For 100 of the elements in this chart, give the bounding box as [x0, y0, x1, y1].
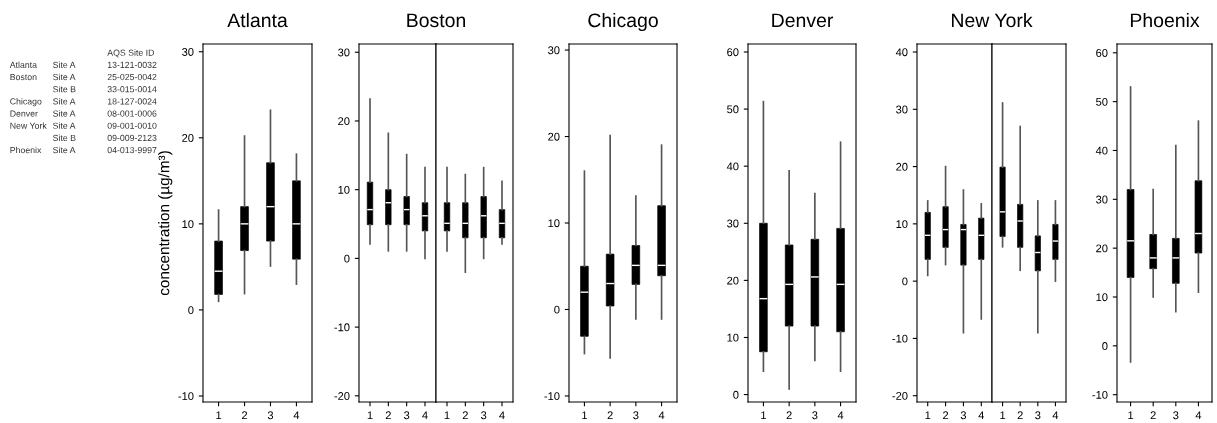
category-label: New York	[10, 122, 47, 129]
x-tick-label: 3	[633, 411, 639, 420]
y-tick-label: 0	[1102, 342, 1108, 350]
y-tick-label: 20	[182, 134, 194, 142]
x-tick-label: 3	[404, 411, 410, 420]
chart-title: Phoenix	[1130, 12, 1200, 28]
chart-title: Atlanta	[227, 12, 288, 28]
x-tick-label: 2	[462, 411, 468, 420]
x-tick-label: 4	[293, 411, 300, 420]
x-tick-label: 4	[1195, 411, 1202, 420]
x-tick-label: 3	[960, 411, 967, 420]
y-tick-label: -20	[892, 391, 908, 400]
y-tick-label: 30	[338, 48, 350, 57]
x-tick-label: 4	[658, 411, 665, 420]
x-tick-label: 1	[582, 411, 587, 420]
x-tick-label: 2	[241, 411, 248, 420]
category-label: Denver	[10, 110, 38, 117]
y-tick-label: 30	[727, 219, 739, 228]
y-tick-label: -10	[1092, 390, 1108, 399]
x-tick-label: 2	[943, 411, 949, 420]
x-tick-label: 1	[444, 411, 450, 420]
y-tick-label: 20	[1096, 244, 1108, 253]
y-tick-label: 10	[727, 333, 739, 342]
x-tick-label: 1	[1000, 411, 1006, 420]
text: AQS Site ID	[107, 49, 154, 58]
y-tick-label: 20	[896, 162, 908, 171]
x-tick-label: 4	[978, 411, 985, 420]
x-tick-label: 3	[812, 411, 818, 420]
y-tick-label: 30	[548, 46, 560, 55]
y-tick-label: 20	[338, 117, 350, 126]
y-tick-label: 30	[182, 48, 194, 56]
y-tick-label: 0	[344, 254, 350, 263]
text: Site A	[53, 110, 76, 117]
category-label: Boston	[10, 74, 37, 81]
category-label: Atlanta	[9, 61, 37, 68]
chart-title: Boston	[407, 13, 466, 28]
text: Site A	[53, 146, 76, 154]
y-tick-label: 10	[338, 185, 350, 194]
x-tick-label: 2	[607, 411, 613, 420]
y-tick-label: 0	[554, 305, 560, 314]
y-tick-label: 20	[548, 132, 560, 141]
x-tick-label: 1	[1128, 411, 1134, 420]
y-tick-label: 10	[182, 220, 194, 228]
x-tick-label: 3	[1035, 411, 1041, 420]
category-label: Chicago	[10, 98, 42, 107]
y-tick-label: 50	[1096, 97, 1108, 106]
y-tick-label: 40	[726, 162, 739, 171]
x-tick-label: 1	[925, 411, 931, 420]
x-tick-label: 3	[1173, 411, 1179, 420]
x-tick-label: 4	[499, 411, 505, 420]
x-tick-label: 1	[216, 411, 222, 420]
text: Site A	[53, 73, 76, 81]
y-tick-label: 10	[896, 220, 908, 228]
text: Site B	[53, 134, 76, 141]
y-tick-label: 60	[1096, 49, 1108, 57]
x-tick-label: 3	[267, 411, 274, 420]
y-tick-label: 20	[727, 276, 739, 285]
text: Site B	[53, 85, 76, 93]
x-tick-label: 4	[422, 411, 428, 420]
y-axis-title: concentration (µg/m³)	[158, 151, 173, 296]
text: 25-025-0042	[107, 73, 157, 81]
y-tick-label: 10	[1096, 293, 1108, 302]
text: 04-013-9997	[107, 146, 157, 154]
y-tick-label: 40	[895, 48, 908, 57]
x-tick-label: 4	[837, 411, 844, 420]
x-tick-label: 1	[761, 411, 766, 420]
y-tick-label: -10	[178, 392, 194, 401]
chart-title: Chicago	[588, 12, 658, 32]
text: 09-009-2123	[107, 134, 157, 141]
y-tick-label: -20	[334, 392, 350, 400]
y-tick-label: 0	[188, 306, 194, 315]
text: 08-001-0006	[107, 110, 157, 117]
text: 09-001-0010	[107, 122, 157, 129]
x-tick-label: 3	[481, 411, 487, 420]
y-tick-label: 50	[727, 105, 739, 114]
y-tick-label: -10	[892, 334, 908, 343]
chart-title: New York	[952, 12, 1033, 28]
y-tick-label: 0	[733, 390, 739, 399]
x-tick-label: 2	[1150, 411, 1156, 420]
x-tick-label: 2	[786, 411, 792, 420]
y-tick-label: 0	[902, 277, 908, 286]
text: Site A	[53, 122, 76, 129]
chart-title: Denver	[772, 13, 834, 28]
x-tick-label: 2	[1017, 411, 1023, 420]
text: Site A	[53, 98, 76, 105]
y-tick-label: -10	[334, 323, 350, 332]
x-tick-label: 1	[367, 411, 373, 420]
text: 33-015-0014	[107, 86, 157, 93]
category-label: Phoenix	[10, 146, 42, 154]
y-tick-label: -10	[544, 392, 560, 401]
text: 13-121-0032	[107, 61, 157, 68]
y-tick-label: 30	[896, 105, 908, 114]
x-tick-label: 4	[1052, 411, 1059, 420]
y-tick-label: 60	[727, 48, 739, 57]
y-tick-label: 40	[1095, 146, 1108, 155]
text: 18-127-0024	[107, 98, 157, 105]
y-tick-label: 30	[1096, 195, 1108, 204]
text: Site A	[53, 61, 76, 68]
y-tick-label: 10	[548, 219, 560, 228]
x-tick-label: 2	[385, 411, 391, 420]
